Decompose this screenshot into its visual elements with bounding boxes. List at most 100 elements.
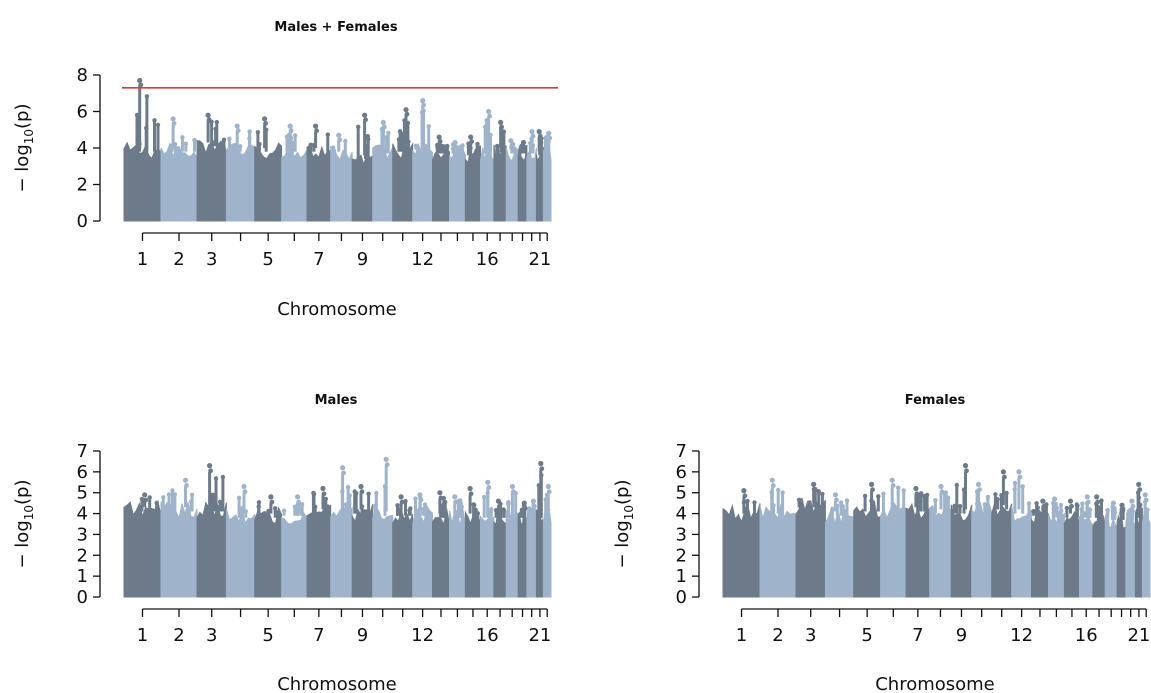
chromosome-19-points — [517, 139, 528, 222]
chromosome-13-body — [432, 508, 450, 598]
chromosome-9-points — [351, 112, 374, 222]
chromosome-8-points — [330, 465, 353, 598]
snp-point — [166, 492, 172, 497]
peak-point — [182, 477, 189, 483]
chromosome-9-points — [950, 463, 973, 598]
snp-point — [184, 483, 189, 488]
snp-point — [469, 139, 475, 145]
x-tick-label: 16 — [1075, 625, 1098, 646]
snp-point — [752, 500, 757, 505]
snp-point — [816, 489, 821, 494]
peak-point — [498, 119, 504, 125]
peak-point — [546, 130, 552, 136]
y-tick-label: 1 — [77, 566, 88, 587]
snp-point — [527, 510, 533, 516]
y-tick-label: 0 — [77, 587, 88, 608]
snp-point — [830, 506, 835, 512]
chromosome-8-body — [330, 146, 353, 222]
chromosome-22-points — [542, 483, 552, 598]
chromosome-13-points — [432, 134, 450, 222]
snp-point — [363, 117, 368, 123]
snp-point — [134, 112, 140, 118]
chromosome-11-body — [392, 142, 414, 222]
chromosome-16-body — [480, 143, 495, 222]
peak-point — [336, 132, 342, 138]
chromosome-22-points — [1141, 492, 1151, 598]
chromosome-12-body — [412, 142, 433, 222]
snp-point — [440, 143, 445, 149]
snp-point — [208, 468, 214, 474]
snp-point — [1041, 503, 1047, 509]
snp-point — [323, 496, 328, 502]
chromosome-22-body — [1141, 507, 1151, 598]
snp-point — [384, 462, 390, 467]
peak-point — [1084, 494, 1090, 500]
chromosome-2-points — [160, 477, 198, 598]
chromosome-7-points — [905, 485, 931, 598]
snp-point — [438, 495, 444, 501]
chromosome-18-body — [1104, 509, 1118, 598]
snp-point — [497, 503, 502, 509]
snp-point — [359, 489, 365, 495]
x-tick-label: 2 — [772, 625, 783, 646]
chromosome-14-body — [1048, 510, 1065, 598]
snp-point — [147, 495, 152, 500]
snp-point — [901, 488, 906, 493]
snp-point — [235, 128, 241, 134]
snp-point — [426, 124, 431, 129]
snp-point — [1143, 497, 1149, 503]
peak-point — [545, 483, 551, 490]
chromosome-8-body — [929, 502, 952, 598]
chromosome-6-points — [880, 477, 907, 598]
y-axis-label: − log10(p) — [612, 479, 636, 568]
snp-point — [373, 503, 378, 508]
chromosome-4-points — [225, 483, 256, 598]
snp-point — [546, 489, 552, 495]
chromosome-2-body — [759, 504, 797, 598]
chromosome-11-body — [991, 503, 1013, 598]
snp-point — [468, 491, 474, 497]
x-tick-label: 5 — [262, 249, 273, 270]
chromosome-18-points — [505, 138, 519, 222]
snp-point — [217, 499, 223, 505]
snp-point — [413, 143, 419, 148]
y-tick-label: 4 — [77, 138, 88, 159]
peak-point — [436, 134, 442, 140]
chromosome-10-points — [971, 481, 993, 598]
peak-point — [485, 479, 491, 485]
panel-title: Females — [905, 393, 966, 408]
chromosome-11-body — [392, 507, 414, 598]
x-tick-label: 7 — [912, 625, 923, 646]
peak-point — [1016, 469, 1022, 475]
chromosome-9-body — [950, 504, 973, 598]
snp-point — [1004, 490, 1009, 496]
chromosome-15-body — [1063, 511, 1080, 598]
x-tick-label: 5 — [262, 625, 273, 646]
peak-point — [938, 483, 944, 490]
snp-point — [311, 490, 316, 496]
snp-point — [453, 144, 459, 150]
chromosome-13-points — [432, 490, 450, 598]
peak-point — [383, 456, 389, 462]
peak-point — [486, 108, 492, 115]
peak-point — [362, 112, 368, 118]
snp-point — [780, 490, 785, 495]
snp-point — [1020, 484, 1025, 489]
snp-point — [144, 94, 150, 99]
snp-point — [820, 491, 825, 497]
peak-point — [508, 138, 514, 144]
chromosome-17-body — [493, 142, 507, 222]
snp-point — [770, 483, 776, 488]
chromosome-19-points — [517, 500, 528, 598]
snp-point — [487, 113, 492, 119]
chromosome-4-body — [225, 142, 256, 222]
chromosome-10-points — [372, 119, 394, 222]
snp-point — [1080, 501, 1085, 506]
snp-point — [482, 494, 487, 500]
peak-point — [437, 490, 443, 496]
y-tick-label: 8 — [77, 65, 88, 86]
chromosome-18-body — [505, 508, 519, 598]
peak-point — [529, 129, 535, 135]
peak-point — [1136, 481, 1142, 487]
